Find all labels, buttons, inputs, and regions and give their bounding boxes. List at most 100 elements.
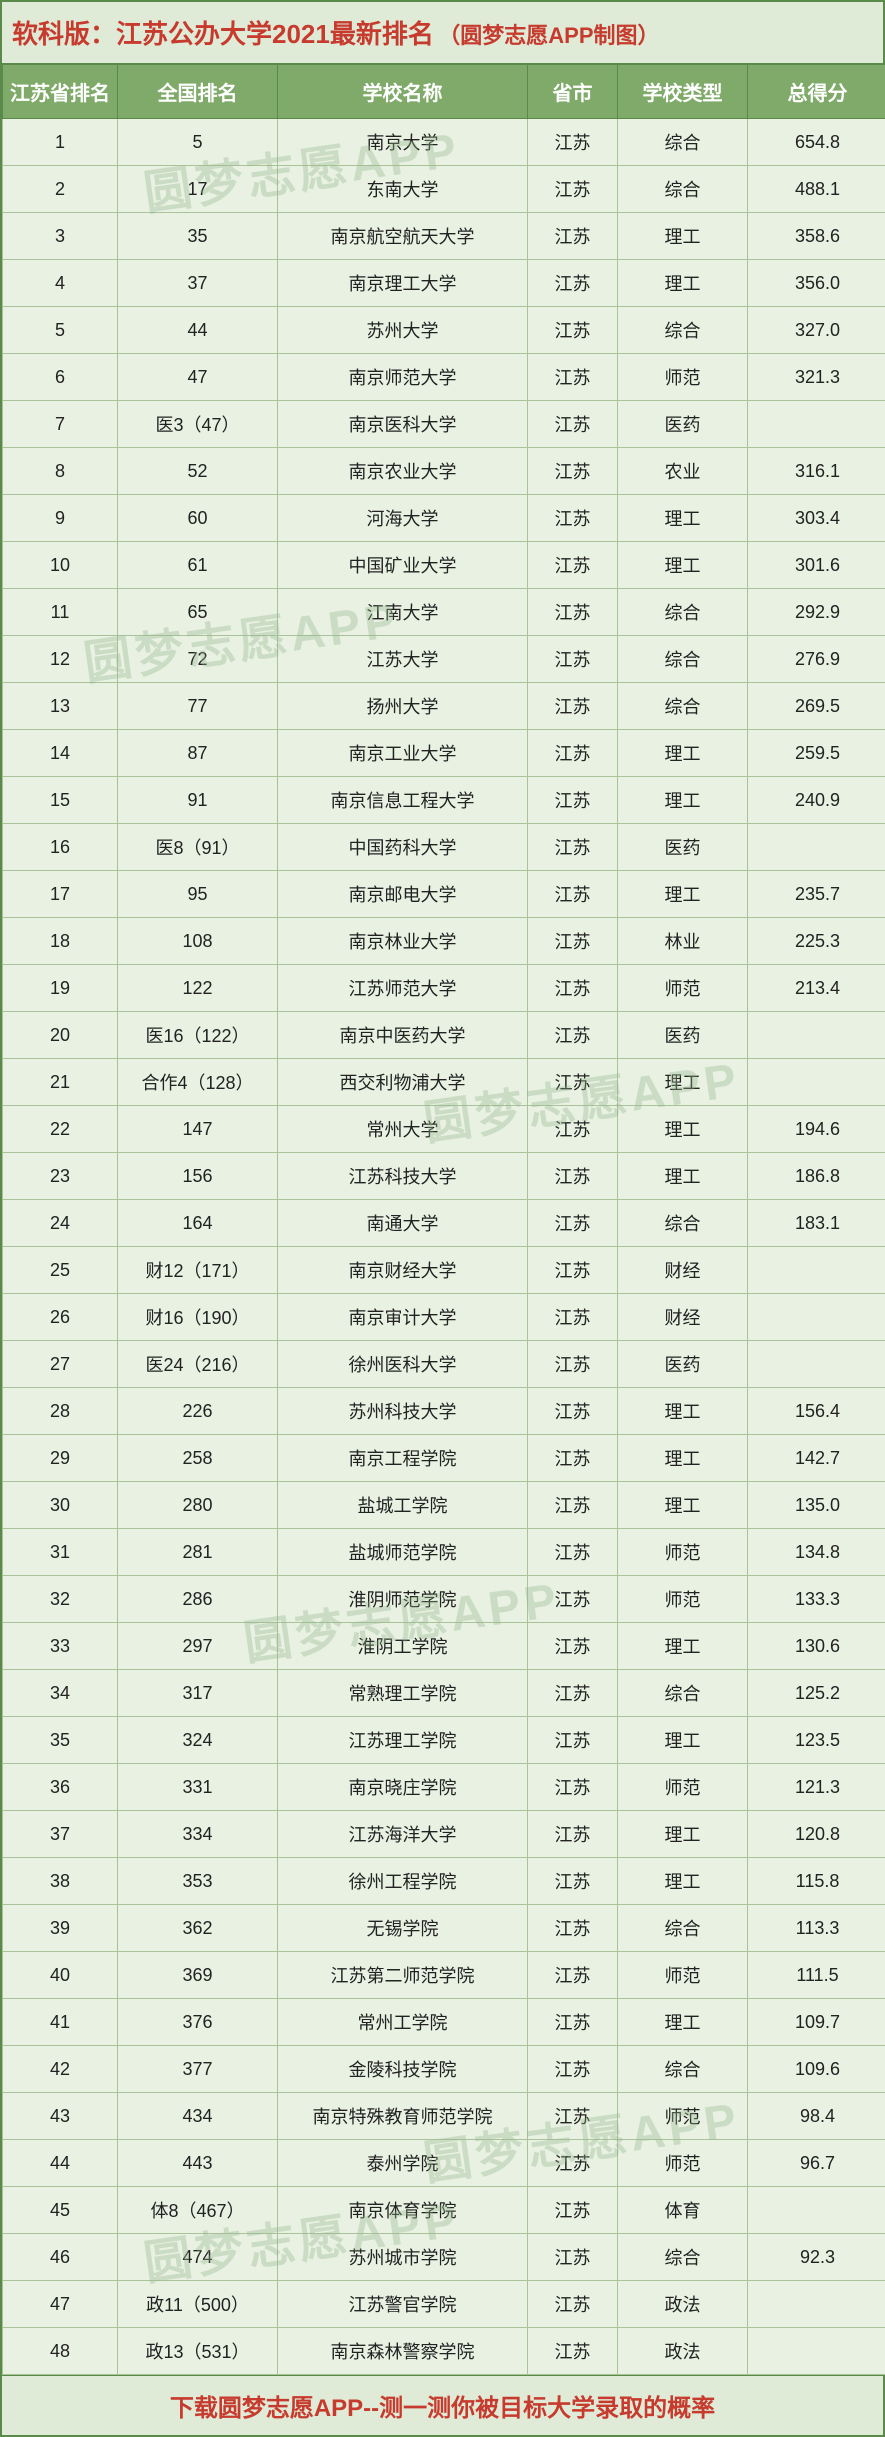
table-row: 1591南京信息工程大学江苏理工240.9 (3, 777, 885, 824)
table-cell: 42 (3, 2046, 118, 2093)
table-cell: 南京特殊教育师范学院 (278, 2093, 528, 2140)
table-row: 34317常熟理工学院江苏综合125.2 (3, 1670, 885, 1717)
table-cell: 14 (3, 730, 118, 777)
table-cell: 48 (3, 2328, 118, 2375)
table-cell (748, 1059, 885, 1106)
table-row: 19122江苏师范大学江苏师范213.4 (3, 965, 885, 1012)
table-cell: 理工 (618, 495, 748, 542)
table-cell: 理工 (618, 730, 748, 777)
table-cell: 师范 (618, 1529, 748, 1576)
table-cell: 13 (3, 683, 118, 730)
table-cell: 南京审计大学 (278, 1294, 528, 1341)
table-row: 32286淮阴师范学院江苏师范133.3 (3, 1576, 885, 1623)
table-cell: 中国药科大学 (278, 824, 528, 871)
table-cell: 苏州城市学院 (278, 2234, 528, 2281)
table-cell: 654.8 (748, 119, 885, 166)
table-cell: 西交利物浦大学 (278, 1059, 528, 1106)
table-row: 33297淮阴工学院江苏理工130.6 (3, 1623, 885, 1670)
table-cell: 41 (3, 1999, 118, 2046)
table-cell: 95 (118, 871, 278, 918)
table-cell: 江苏 (528, 636, 618, 683)
table-cell: 江苏 (528, 1764, 618, 1811)
table-cell: 南通大学 (278, 1200, 528, 1247)
table-cell: 财12（171） (118, 1247, 278, 1294)
table-cell: 46 (3, 2234, 118, 2281)
table-cell: 江苏 (528, 2281, 618, 2328)
table-cell: 理工 (618, 1623, 748, 1670)
table-cell: 师范 (618, 1576, 748, 1623)
table-cell: 江苏 (528, 1529, 618, 1576)
table-cell: 213.4 (748, 965, 885, 1012)
table-cell: 194.6 (748, 1106, 885, 1153)
footer-row: 下载圆梦志愿APP--测一测你被目标大学录取的概率 (2, 2375, 883, 2435)
table-cell: 356.0 (748, 260, 885, 307)
table-cell: 南京晓庄学院 (278, 1764, 528, 1811)
table-cell: 江苏 (528, 2046, 618, 2093)
table-cell: 江苏海洋大学 (278, 1811, 528, 1858)
table-cell: 369 (118, 1952, 278, 1999)
table-row: 7医3（47）南京医科大学江苏医药 (3, 401, 885, 448)
table-cell: 江苏 (528, 1999, 618, 2046)
table-cell (748, 1012, 885, 1059)
title-sub: （圆梦志愿APP制图） (438, 23, 659, 48)
table-cell: 47 (118, 354, 278, 401)
table-cell: 9 (3, 495, 118, 542)
table-cell: 江苏 (528, 1153, 618, 1200)
table-row: 544苏州大学江苏综合327.0 (3, 307, 885, 354)
table-cell: 276.9 (748, 636, 885, 683)
table-cell: 江苏 (528, 1811, 618, 1858)
table-cell: 江苏 (528, 1670, 618, 1717)
table-cell: 综合 (618, 1905, 748, 1952)
table-cell: 87 (118, 730, 278, 777)
table-cell: 15 (3, 777, 118, 824)
table-cell: 111.5 (748, 1952, 885, 1999)
table-cell: 综合 (618, 2234, 748, 2281)
table-cell: 33 (3, 1623, 118, 1670)
table-cell: 苏州科技大学 (278, 1388, 528, 1435)
table-cell: 江苏 (528, 1952, 618, 1999)
table-cell: 江苏理工学院 (278, 1717, 528, 1764)
table-cell: 377 (118, 2046, 278, 2093)
table-cell: 134.8 (748, 1529, 885, 1576)
table-cell: 财经 (618, 1294, 748, 1341)
table-cell: 4 (3, 260, 118, 307)
ranking-table-container: 软科版：江苏公办大学2021最新排名 （圆梦志愿APP制图） 江苏省排名全国排名… (0, 0, 885, 2437)
table-row: 1487南京工业大学江苏理工259.5 (3, 730, 885, 777)
table-cell: 综合 (618, 636, 748, 683)
table-row: 18108南京林业大学江苏林业225.3 (3, 918, 885, 965)
table-row: 46474苏州城市学院江苏综合92.3 (3, 2234, 885, 2281)
table-cell: 20 (3, 1012, 118, 1059)
table-cell: 江苏 (528, 1482, 618, 1529)
table-cell (748, 1294, 885, 1341)
table-cell: 理工 (618, 1811, 748, 1858)
table-cell: 125.2 (748, 1670, 885, 1717)
table-cell: 理工 (618, 1388, 748, 1435)
table-cell: 政11（500） (118, 2281, 278, 2328)
table-cell: 理工 (618, 871, 748, 918)
table-cell: 金陵科技学院 (278, 2046, 528, 2093)
table-cell: 91 (118, 777, 278, 824)
table-cell: 27 (3, 1341, 118, 1388)
table-cell: 河海大学 (278, 495, 528, 542)
column-header-2: 学校名称 (278, 65, 528, 119)
table-cell: 488.1 (748, 166, 885, 213)
table-cell (748, 1341, 885, 1388)
table-row: 37334江苏海洋大学江苏理工120.8 (3, 1811, 885, 1858)
table-cell: 江苏大学 (278, 636, 528, 683)
table-cell: 江苏 (528, 589, 618, 636)
table-cell: 理工 (618, 542, 748, 589)
table-cell: 96.7 (748, 2140, 885, 2187)
table-cell: 江苏 (528, 260, 618, 307)
table-row: 23156江苏科技大学江苏理工186.8 (3, 1153, 885, 1200)
table-cell: 6 (3, 354, 118, 401)
table-cell: 8 (3, 448, 118, 495)
table-row: 21合作4（128）西交利物浦大学江苏理工 (3, 1059, 885, 1106)
table-cell: 南京农业大学 (278, 448, 528, 495)
table-cell: 301.6 (748, 542, 885, 589)
table-cell: 98.4 (748, 2093, 885, 2140)
table-cell: 5 (3, 307, 118, 354)
table-cell: 理工 (618, 1717, 748, 1764)
table-row: 22147常州大学江苏理工194.6 (3, 1106, 885, 1153)
table-cell: 政13（531） (118, 2328, 278, 2375)
table-cell: 44 (3, 2140, 118, 2187)
